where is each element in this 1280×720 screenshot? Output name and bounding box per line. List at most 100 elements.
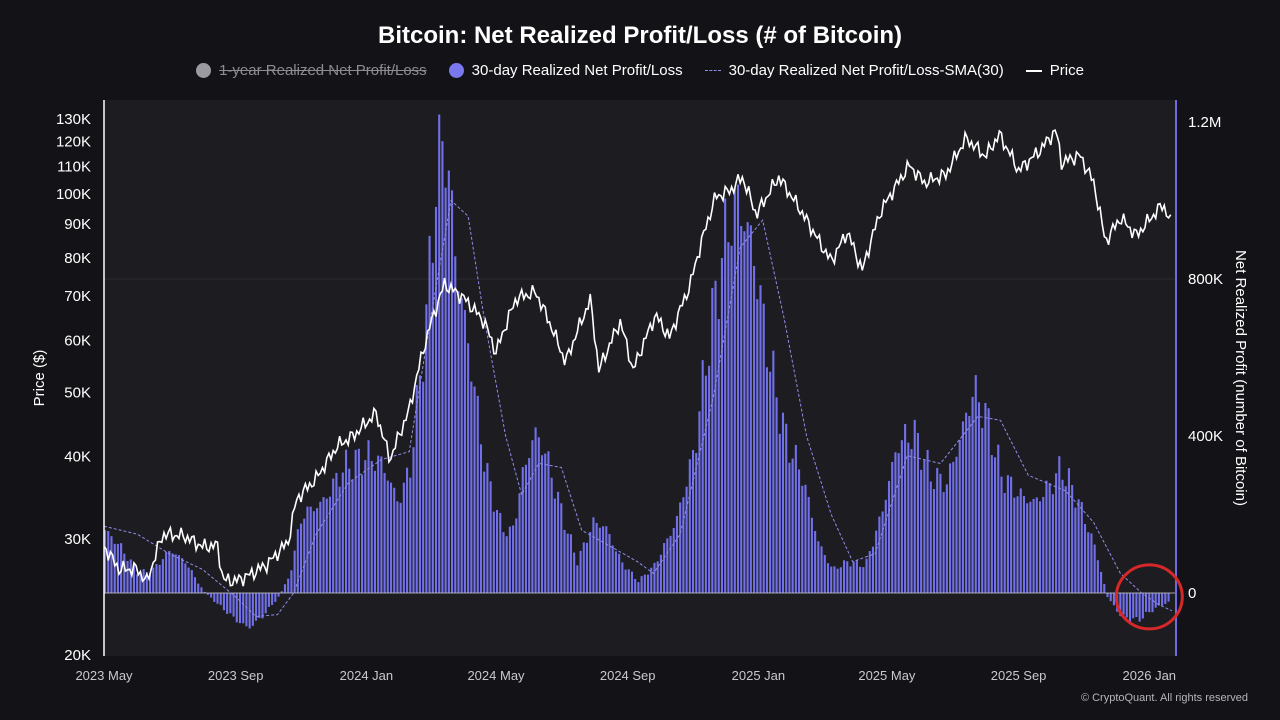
bar [936, 467, 939, 593]
bar [887, 480, 891, 593]
y-tick-label-left: 110K [57, 159, 91, 176]
y-tick-label-left: 40K [64, 448, 91, 465]
bar [136, 574, 139, 593]
bar [810, 517, 813, 593]
white-line-icon [1025, 69, 1042, 72]
bar [444, 187, 447, 594]
bar [129, 559, 132, 593]
bar [1026, 503, 1029, 593]
bar [1119, 593, 1122, 617]
bar [409, 477, 412, 593]
bar [190, 570, 193, 593]
bar [1055, 473, 1058, 593]
bar [303, 518, 306, 593]
x-tick-label: 2024 Sep [600, 668, 656, 683]
bar [1087, 532, 1090, 593]
bar [489, 481, 492, 593]
bar [1029, 501, 1032, 593]
bar [929, 481, 932, 593]
legend-item-30d-sma[interactable]: 30-day Realized Net Profit/Loss-SMA(30) [704, 62, 1004, 79]
bar [319, 501, 322, 593]
bar [161, 559, 164, 593]
bar [720, 258, 723, 593]
bar [357, 448, 360, 593]
bar [1016, 496, 1019, 593]
bar [1141, 593, 1144, 619]
bar [627, 569, 630, 593]
bar [804, 484, 807, 593]
bar [920, 469, 923, 593]
bar [422, 381, 425, 593]
bar [772, 350, 775, 593]
legend-item-30d-realized[interactable]: 30-day Realized Net Profit/Loss [448, 62, 683, 79]
bar [505, 536, 508, 593]
bar [775, 397, 778, 593]
bar [132, 564, 136, 593]
bar [1122, 593, 1125, 615]
bar [611, 545, 614, 593]
bar [293, 550, 296, 593]
bar [666, 538, 669, 593]
bar [852, 561, 855, 593]
bar [736, 184, 740, 593]
bar [165, 552, 168, 593]
bar [1058, 456, 1061, 593]
bar [984, 402, 987, 593]
bar [361, 474, 364, 593]
bar [640, 576, 643, 593]
legend-item-price[interactable]: Price [1025, 62, 1084, 79]
bar [550, 477, 553, 593]
y-tick-label-left: 90K [64, 216, 91, 233]
bar [216, 593, 219, 604]
bar [479, 444, 483, 593]
bar [569, 534, 572, 593]
bar [913, 419, 916, 593]
bar [1164, 593, 1167, 604]
x-tick-label: 2023 May [75, 668, 133, 683]
bar [765, 367, 768, 593]
bar [961, 421, 964, 593]
bar [598, 527, 601, 593]
bar [1096, 560, 1099, 593]
bar [1071, 485, 1074, 593]
bar [759, 285, 762, 593]
bar [672, 528, 675, 593]
bar [659, 554, 662, 593]
bar [974, 375, 977, 593]
dashed-line-icon [704, 70, 721, 71]
bar [695, 452, 698, 593]
bar [396, 501, 399, 593]
bar [730, 245, 733, 593]
bar [916, 432, 919, 593]
bar [267, 593, 270, 607]
y-tick-label-right: 1.2M [1188, 114, 1221, 131]
bar [107, 530, 110, 593]
legend-label: 1-year Realized Net Profit/Loss [219, 62, 427, 79]
bar [335, 472, 338, 593]
x-tick-label: 2025 Sep [991, 668, 1047, 683]
bar [341, 472, 344, 593]
bar [656, 561, 659, 593]
bar [691, 450, 695, 593]
bar [402, 482, 405, 593]
bar [1145, 593, 1148, 612]
bar [1157, 593, 1160, 606]
bar [354, 449, 357, 593]
bar [675, 515, 679, 593]
bar [907, 442, 910, 593]
bar [238, 593, 242, 624]
bar [399, 502, 402, 593]
legend-item-1y-realized[interactable]: 1-year Realized Net Profit/Loss [196, 62, 427, 79]
bar [226, 593, 229, 614]
bar [794, 444, 797, 593]
bar [833, 566, 836, 593]
bar [412, 447, 415, 593]
bar [563, 529, 566, 593]
bar [524, 464, 527, 593]
y-axis-title-right: Net Realized Profit (number of Bitcoin) [1232, 250, 1249, 506]
bar [663, 542, 666, 593]
bar [1077, 499, 1080, 593]
bar [322, 497, 325, 593]
bar [557, 491, 560, 593]
